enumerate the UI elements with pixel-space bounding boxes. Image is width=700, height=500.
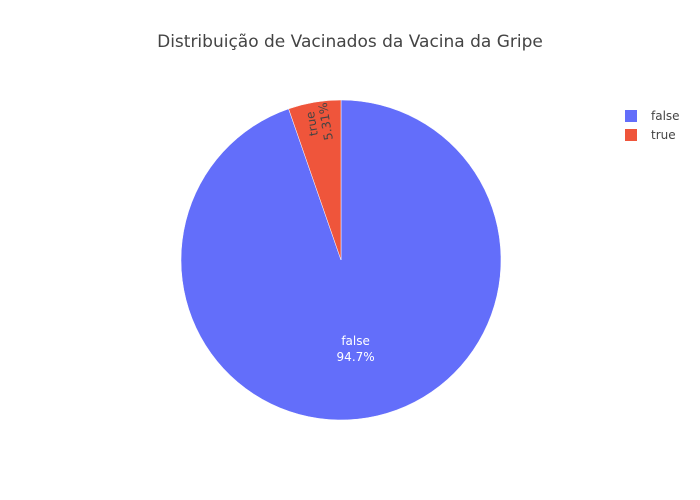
legend-label-false: false xyxy=(651,108,680,123)
legend-swatch-false xyxy=(625,109,637,122)
legend-label-true: true xyxy=(651,127,676,142)
slice-percent-true: 5.31% xyxy=(316,101,336,141)
chart-title: Distribuição de Vacinados da Vacina da G… xyxy=(157,32,543,52)
legend-item-true[interactable]: true xyxy=(625,125,680,144)
slice-label-false: false xyxy=(341,334,370,348)
legend[interactable]: false true xyxy=(625,106,680,144)
slice-label-true: true xyxy=(303,110,321,137)
pie-slice-true[interactable] xyxy=(288,99,342,261)
slice-percent-false: 94.7% xyxy=(337,350,375,364)
legend-swatch-true xyxy=(625,128,637,141)
legend-item-false[interactable]: false xyxy=(625,106,680,125)
